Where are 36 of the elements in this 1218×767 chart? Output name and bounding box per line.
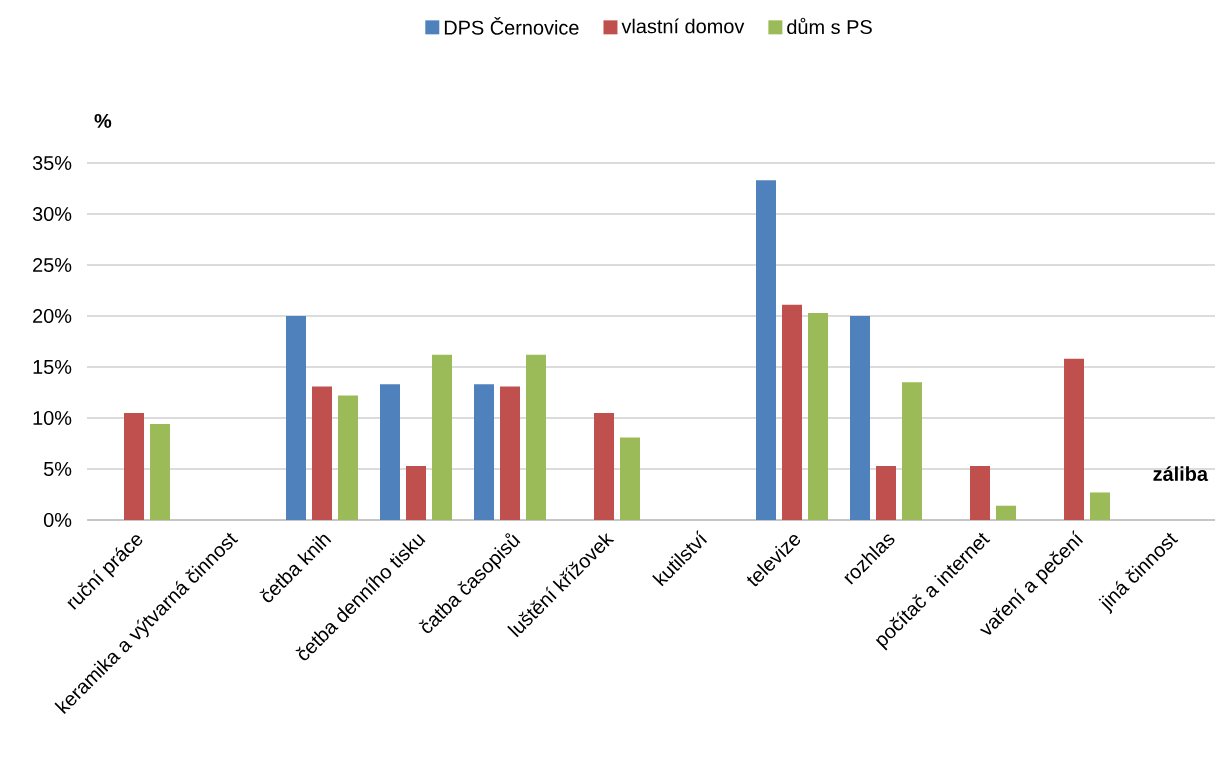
bar	[756, 180, 777, 520]
bar	[876, 465, 897, 520]
bar	[526, 354, 547, 520]
bar	[970, 465, 991, 520]
y-tick-label: 5%	[43, 461, 72, 476]
bar	[594, 412, 615, 520]
y-tick-label: 35%	[32, 155, 72, 171]
y-tick-label: 20%	[33, 308, 72, 324]
bar	[850, 316, 871, 520]
bar	[474, 384, 495, 520]
bar	[808, 312, 829, 520]
legend-label: vlastní domov	[621, 18, 745, 34]
legend-label: dům s PS	[787, 17, 872, 35]
bar	[1064, 358, 1085, 520]
legend-label: DPS Černovice	[444, 17, 579, 35]
bar	[432, 354, 453, 520]
bar	[1090, 492, 1111, 520]
y-tick-label: 10%	[33, 410, 72, 426]
bar	[500, 386, 521, 520]
bar	[620, 437, 641, 520]
y-axis-title: %	[94, 113, 112, 128]
bar	[782, 304, 803, 520]
bar	[286, 316, 306, 520]
bar	[124, 412, 144, 520]
bar	[312, 386, 332, 520]
bar	[338, 395, 358, 520]
bar	[996, 505, 1017, 520]
y-tick-label: 0%	[43, 512, 72, 528]
bar	[902, 382, 923, 520]
y-tick-label: 15%	[33, 359, 72, 374]
y-tick-label: 25%	[33, 257, 72, 273]
x-axis-title: záliba	[1153, 466, 1209, 481]
y-tick-label: 30%	[32, 206, 72, 222]
bar	[380, 384, 400, 520]
bar	[406, 465, 427, 520]
bar	[150, 424, 170, 520]
